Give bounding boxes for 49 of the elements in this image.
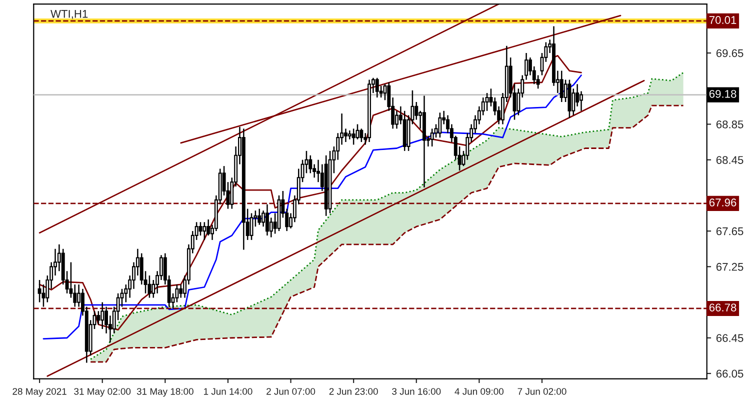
x-tick-label: 2 Jun 23:00	[329, 388, 378, 395]
candlestick	[262, 210, 266, 228]
candlestick	[265, 204, 269, 236]
ref-line-label: 70.01	[709, 16, 736, 24]
x-tick-label: 31 May 18:00	[136, 388, 194, 397]
x-tick-label: 28 May 2021	[12, 388, 66, 397]
candlestick	[198, 222, 202, 236]
candlestick	[100, 302, 104, 330]
candlestick	[572, 88, 576, 116]
candlestick	[430, 128, 434, 148]
candlestick	[250, 212, 254, 241]
candlestick	[580, 90, 583, 112]
y-tick-label: 68.85	[716, 120, 744, 128]
y-tick-label: 69.65	[716, 49, 744, 58]
candlestick	[360, 128, 364, 143]
x-tick-label: 4 Jun 09:00	[454, 388, 504, 395]
candlestick	[179, 284, 183, 298]
candlestick	[352, 128, 356, 146]
candlestick	[485, 92, 489, 112]
candlestick	[148, 274, 152, 298]
candlestick	[344, 128, 348, 143]
candlestick	[42, 284, 46, 308]
candlestick	[202, 222, 206, 241]
x-tick-label: 31 May 02:00	[74, 388, 131, 397]
y-tick-label: 68.45	[716, 156, 744, 164]
x-tick-label: 1 Jun 14:00	[204, 388, 252, 395]
y-tick-label: 67.25	[716, 262, 744, 271]
candlestick	[77, 284, 81, 308]
y-tick-label: 66.45	[716, 334, 744, 342]
ref-line-label: 67.96	[709, 198, 736, 206]
candlestick	[308, 154, 312, 174]
candlestick	[375, 77, 379, 98]
candlestick	[38, 279, 42, 303]
x-tick-label: 3 Jun 16:00	[392, 388, 441, 395]
chart-title: WTI,H1	[50, 10, 88, 20]
candlestick	[438, 112, 442, 138]
candlestick	[206, 218, 210, 236]
candlestick	[560, 70, 564, 103]
y-tick-label: 67.65	[716, 227, 744, 236]
candlestick	[258, 208, 262, 226]
candlestick	[96, 310, 100, 326]
y-tick-label: 66.05	[716, 370, 744, 378]
ref-line-label: 66.78	[709, 304, 736, 312]
x-tick-label: 7 Jun 02:00	[518, 388, 566, 395]
candlestick	[489, 88, 493, 108]
candlestick	[395, 110, 398, 130]
candlestick	[576, 84, 580, 108]
x-tick-label: 2 Jun 07:00	[266, 388, 316, 395]
ref-line-label: 69.18	[709, 90, 736, 98]
